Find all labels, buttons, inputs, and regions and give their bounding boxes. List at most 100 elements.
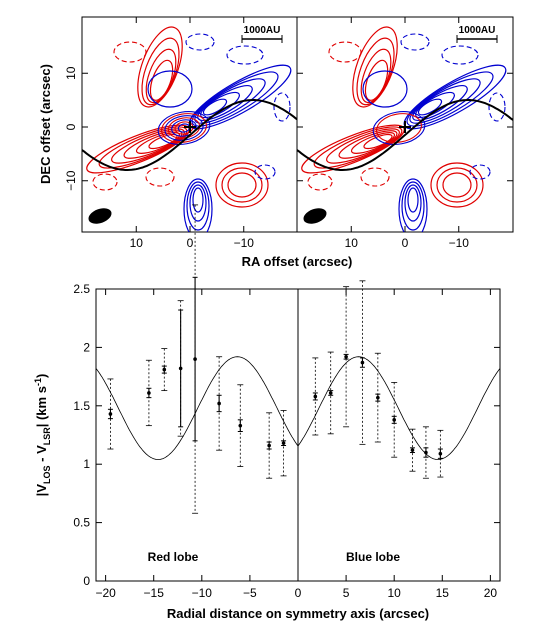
y-tick-label: 1	[83, 457, 90, 471]
contour-layer	[82, 26, 513, 232]
y-tick-label: 2.5	[73, 282, 90, 296]
y-tick-label: 2	[83, 340, 90, 354]
dashed-contour	[441, 45, 479, 65]
data-point	[410, 448, 415, 452]
red-contour	[123, 130, 183, 159]
red-contour	[338, 130, 398, 159]
blue-contour	[415, 91, 455, 119]
blue-contour	[362, 70, 408, 108]
red-contour	[350, 132, 396, 154]
scalebar-label-left: 1000AU	[244, 25, 281, 36]
dashed-contour	[488, 92, 506, 122]
data-point	[178, 366, 183, 371]
model-curve	[95, 356, 501, 460]
x-tick-label: 0	[187, 236, 194, 250]
beam-left	[88, 208, 112, 224]
x-tick-label: 0	[295, 586, 302, 600]
red-contour	[86, 124, 190, 174]
x-tick-label: −5	[243, 586, 257, 600]
red-contour	[442, 172, 472, 198]
data-point	[392, 418, 396, 422]
data-point	[267, 443, 271, 448]
data-point	[108, 412, 113, 416]
y-tick-label: 1.5	[73, 399, 90, 413]
dashed-contour	[328, 41, 362, 63]
contour-panel-left	[82, 26, 297, 232]
black-curve	[82, 99, 297, 171]
x-tick-label: 5	[343, 586, 350, 600]
central-contour	[161, 113, 207, 143]
contour-panels: −10 0 10 −10 0 10 −10 0 10 1000AU 1000AU DEC off…	[38, 16, 514, 269]
blue-contour	[194, 78, 266, 124]
red-contour	[135, 132, 181, 154]
x-tick-label: −10	[192, 586, 213, 600]
x-tick-label: −15	[144, 586, 165, 600]
red-contour	[137, 26, 183, 108]
x-tick-label: −10	[449, 236, 470, 250]
dashed-contour	[226, 45, 264, 65]
dashed-contour	[254, 164, 276, 180]
y-tick-label: 10	[64, 66, 78, 80]
dashed-contour	[307, 173, 333, 191]
red-lobe-label: Red lobe	[148, 550, 199, 564]
blue-contour	[412, 85, 468, 121]
blue-contour	[200, 91, 240, 119]
x-tick-label: 10	[130, 236, 144, 250]
red-contour	[145, 48, 177, 104]
data-point	[217, 401, 221, 406]
blue-contour	[407, 187, 419, 213]
dashed-contour	[360, 167, 390, 187]
blue-contour	[401, 181, 425, 231]
data-point	[147, 391, 151, 395]
red-contour	[111, 128, 185, 164]
top-ylabel: DEC offset (arcsec)	[38, 64, 53, 184]
dashed-contour	[400, 33, 430, 51]
dashed-contour	[185, 33, 215, 51]
x-tick-label: 10	[345, 236, 359, 250]
bottom-xlabel: Radial distance on symmetry axis (arcsec…	[167, 606, 429, 621]
x-tick-label: 20	[484, 586, 498, 600]
black-curve	[297, 99, 513, 171]
dashed-contour	[92, 173, 118, 191]
top-ticks: −10 0 10 −10 0 10 −10 0 10	[64, 17, 513, 250]
dashed-contour	[113, 41, 147, 63]
contour-panel-right	[297, 26, 513, 232]
blue-contour	[406, 71, 494, 127]
data-point	[313, 394, 318, 399]
y-tick-label: 0	[83, 574, 90, 588]
data-point	[193, 357, 197, 361]
red-contour	[215, 162, 269, 208]
velocity-plot: −20 −15 −10 −5 0 5 10 15 20 0 0.5 1 1.5 2 2.5 Red lobe…	[33, 204, 501, 621]
red-contour	[363, 133, 393, 150]
blue-lobe-label: Blue lobe	[346, 550, 400, 564]
beam-right	[303, 208, 327, 224]
central-contour	[372, 111, 426, 145]
x-tick-label: −10	[234, 236, 255, 250]
blue-contour	[409, 78, 481, 124]
data-point	[360, 360, 365, 365]
red-contour	[430, 162, 484, 208]
y-tick-label: −10	[64, 170, 78, 191]
x-tick-label: 0	[402, 236, 409, 250]
x-tick-label: 10	[388, 586, 402, 600]
blue-contour	[404, 184, 422, 222]
dashed-contour	[469, 164, 491, 180]
x-tick-label: 15	[436, 586, 450, 600]
data-point	[281, 441, 286, 445]
red-contour	[313, 126, 403, 169]
central-contour	[171, 119, 197, 137]
x-tick-label: −20	[95, 586, 116, 600]
red-contour	[141, 37, 180, 106]
red-contour	[360, 48, 392, 104]
blue-contour	[202, 98, 228, 116]
red-contour	[221, 167, 263, 203]
blue-contour	[191, 71, 279, 127]
red-contour	[356, 37, 395, 106]
dashed-contour	[273, 92, 291, 122]
blue-contour	[189, 184, 207, 222]
blue-contour	[147, 70, 193, 108]
blue-contour	[192, 187, 204, 213]
red-contour	[436, 167, 478, 203]
data-point	[328, 391, 333, 395]
bottom-ticks: −20 −15 −10 −5 0 5 10 15 20 0 0.5 1 1.5 2 2.5	[73, 282, 500, 600]
